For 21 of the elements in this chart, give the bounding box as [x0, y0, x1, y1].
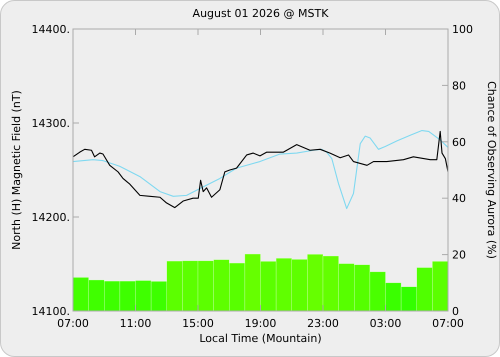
y-tick-label: 14300. [32, 117, 70, 130]
y-tick-label: 14200. [32, 211, 70, 224]
chart-title: August 01 2026 @ MSTK [192, 7, 330, 20]
y2-axis-title: Chance of Observing Aurora (%) [485, 81, 498, 259]
x-tick-label: 11:00 [120, 317, 152, 330]
y2-tick-label: 0 [452, 305, 459, 318]
x-tick-label: 07:00 [432, 317, 464, 330]
y2-tick-label: 40 [452, 192, 466, 206]
y2-tick-label: 100 [452, 23, 473, 36]
y2-tick-label: 60 [452, 136, 466, 149]
x-tick-label: 23:00 [307, 317, 339, 330]
x-tick-label: 07:00 [57, 317, 89, 330]
x-tick-label: 03:00 [370, 317, 402, 330]
y2-tick-label: 80 [452, 79, 466, 92]
x-tick-label: 15:00 [182, 317, 214, 330]
y2-tick-label: 20 [452, 248, 466, 262]
y-tick-label: 14400. [32, 23, 70, 36]
x-tick-label: 19:00 [244, 317, 276, 330]
y-tick-label: 14100. [32, 305, 70, 318]
y-axis-title: North (H) Magnetic Field (nT) [10, 90, 23, 250]
x-axis-title: Local Time (Mountain) [199, 332, 322, 345]
